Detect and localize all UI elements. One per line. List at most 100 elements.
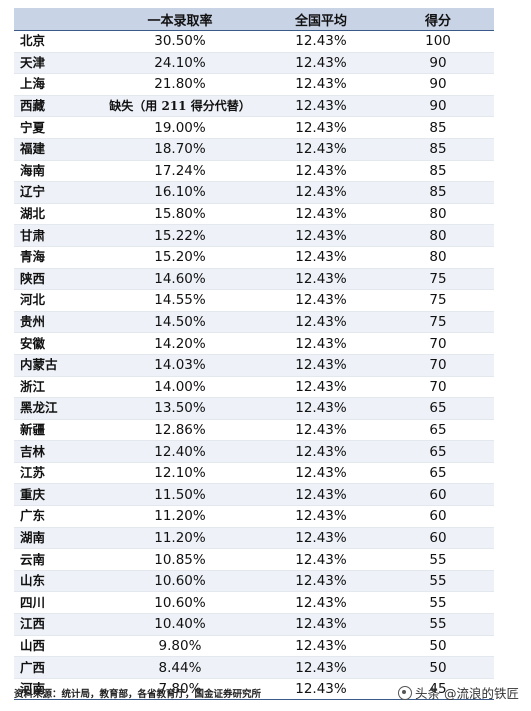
score-cell: 70 xyxy=(382,354,494,377)
admission-rate-table-wrapper: 一本录取率 全国平均 得分 北京 30.50% 12.43% 100 天津 24.10% 1… xyxy=(14,8,494,701)
province-cell: 河北 xyxy=(14,289,100,312)
rate-cell: 14.60% xyxy=(100,268,260,291)
table-row: 西藏 缺失（用 211 得分代替） 12.43% 90 xyxy=(14,95,494,118)
score-cell: 65 xyxy=(382,397,494,420)
table-row: 湖北 15.80% 12.43% 80 xyxy=(14,203,494,226)
national-avg-cell: 12.43% xyxy=(260,332,382,355)
table-row: 山东 10.60% 12.43% 55 xyxy=(14,570,494,593)
table-row: 上海 21.80% 12.43% 90 xyxy=(14,73,494,96)
national-avg-cell: 12.43% xyxy=(260,462,382,485)
score-cell: 60 xyxy=(382,505,494,528)
rate-cell: 19.00% xyxy=(100,116,260,139)
watermark: 头条 @流浪的铁匠 xyxy=(398,683,519,702)
camera-icon xyxy=(398,685,413,700)
national-avg-cell: 12.43% xyxy=(260,635,382,658)
watermark-text: 头条 @流浪的铁匠 xyxy=(415,686,519,701)
province-cell: 内蒙古 xyxy=(14,354,100,377)
province-cell: 山东 xyxy=(14,570,100,593)
score-cell: 85 xyxy=(382,116,494,139)
table-row: 山西 9.80% 12.43% 50 xyxy=(14,635,494,658)
rate-cell: 21.80% xyxy=(100,73,260,96)
national-avg-cell: 12.43% xyxy=(260,138,382,161)
source-note: 资料来源：统计局，教育部，各省教育厅，国金证券研究所 xyxy=(14,689,262,700)
national-avg-cell: 12.43% xyxy=(260,160,382,183)
province-cell: 云南 xyxy=(14,548,100,571)
table-row: 新疆 12.86% 12.43% 65 xyxy=(14,419,494,442)
table-row: 福建 18.70% 12.43% 85 xyxy=(14,138,494,161)
province-cell: 上海 xyxy=(14,73,100,96)
national-avg-cell: 12.43% xyxy=(260,678,382,701)
score-cell: 50 xyxy=(382,656,494,679)
province-cell: 江苏 xyxy=(14,462,100,485)
national-avg-cell: 12.43% xyxy=(260,419,382,442)
rate-cell: 30.50% xyxy=(100,30,260,53)
national-avg-cell: 12.43% xyxy=(260,203,382,226)
score-cell: 55 xyxy=(382,570,494,593)
province-cell: 天津 xyxy=(14,52,100,75)
table-row: 江苏 12.10% 12.43% 65 xyxy=(14,462,494,485)
national-avg-cell: 12.43% xyxy=(260,268,382,291)
rate-cell: 8.44% xyxy=(100,656,260,679)
province-cell: 宁夏 xyxy=(14,116,100,139)
province-cell: 山西 xyxy=(14,635,100,658)
province-cell: 江西 xyxy=(14,613,100,636)
score-cell: 70 xyxy=(382,376,494,399)
score-cell: 80 xyxy=(382,246,494,269)
table-row: 重庆 11.50% 12.43% 60 xyxy=(14,483,494,507)
table-row: 湖南 11.20% 12.43% 60 xyxy=(14,527,494,550)
table-body: 北京 30.50% 12.43% 100 天津 24.10% 12.43% 90 上海 21.80… xyxy=(14,30,494,701)
score-cell: 85 xyxy=(382,160,494,183)
score-cell: 75 xyxy=(382,289,494,312)
national-avg-cell: 12.43% xyxy=(260,656,382,679)
national-avg-cell: 12.43% xyxy=(260,224,382,247)
score-cell: 55 xyxy=(382,591,494,615)
rate-cell: 7.80% xyxy=(100,678,260,701)
table-row: 青海 15.20% 12.43% 80 xyxy=(14,246,494,269)
province-cell: 海南 xyxy=(14,160,100,183)
score-cell: 80 xyxy=(382,203,494,226)
rate-cell: 15.80% xyxy=(100,203,260,226)
national-avg-cell: 12.43% xyxy=(260,505,382,528)
province-cell: 广西 xyxy=(14,656,100,679)
province-cell: 广东 xyxy=(14,505,100,528)
score-cell: 90 xyxy=(382,73,494,96)
province-cell: 福建 xyxy=(14,138,100,161)
table-row: 浙江 14.00% 12.43% 70 xyxy=(14,376,494,399)
national-avg-cell: 12.43% xyxy=(260,73,382,96)
rate-cell: 11.20% xyxy=(100,527,260,550)
table-row: 北京 30.50% 12.43% 100 xyxy=(14,30,494,53)
national-avg-cell: 12.43% xyxy=(260,116,382,139)
score-cell: 75 xyxy=(382,311,494,334)
score-cell: 55 xyxy=(382,613,494,636)
rate-note-cell: 缺失（用 211 得分代替） xyxy=(100,95,260,118)
rate-cell: 10.60% xyxy=(100,570,260,593)
rate-cell: 14.20% xyxy=(100,332,260,355)
table-row: 贵州 14.50% 12.43% 75 xyxy=(14,311,494,334)
national-avg-cell: 12.43% xyxy=(260,397,382,420)
admission-rate-table: 一本录取率 全国平均 得分 北京 30.50% 12.43% 100 天津 24.10% 1… xyxy=(14,8,494,701)
rate-cell: 15.22% xyxy=(100,224,260,247)
table-row: 云南 10.85% 12.43% 55 xyxy=(14,548,494,571)
table-row: 宁夏 19.00% 12.43% 85 xyxy=(14,116,494,139)
table-row: 内蒙古 14.03% 12.43% 70 xyxy=(14,354,494,377)
table-row: 黑龙江 13.50% 12.43% 65 xyxy=(14,397,494,420)
table-row: 吉林 12.40% 12.43% 65 xyxy=(14,440,494,463)
rate-cell: 10.85% xyxy=(100,548,260,571)
table-row: 广西 8.44% 12.43% 50 xyxy=(14,656,494,679)
score-cell: 85 xyxy=(382,181,494,204)
province-cell: 甘肃 xyxy=(14,224,100,247)
header-rate: 一本录取率 xyxy=(100,8,260,31)
table-row: 陕西 14.60% 12.43% 75 xyxy=(14,268,494,291)
table-row: 江西 10.40% 12.43% 55 xyxy=(14,613,494,636)
national-avg-cell: 12.43% xyxy=(260,181,382,204)
national-avg-cell: 12.43% xyxy=(260,52,382,75)
province-cell: 湖北 xyxy=(14,203,100,226)
rate-cell: 14.03% xyxy=(100,354,260,377)
score-cell: 85 xyxy=(382,138,494,161)
national-avg-cell: 12.43% xyxy=(260,289,382,312)
rate-cell: 14.50% xyxy=(100,311,260,334)
national-avg-cell: 12.43% xyxy=(260,376,382,399)
rate-cell: 10.40% xyxy=(100,613,260,636)
score-cell: 55 xyxy=(382,548,494,571)
score-cell: 65 xyxy=(382,462,494,485)
